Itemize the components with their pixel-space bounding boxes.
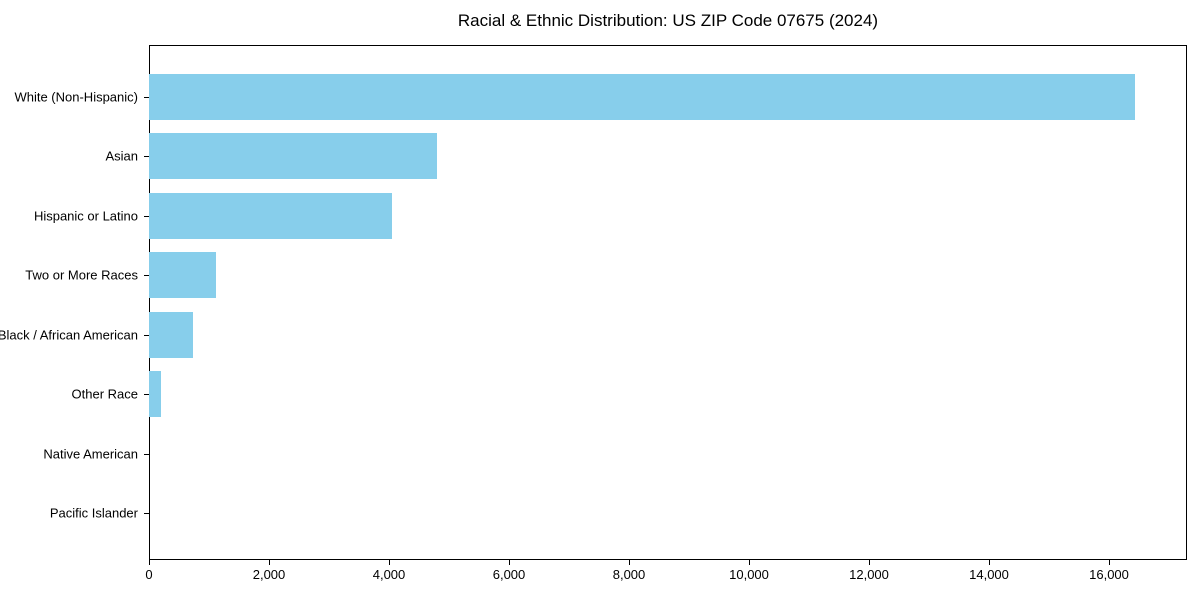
x-tick-mark [629, 560, 630, 565]
x-axis-tick-label: 6,000 [492, 567, 526, 582]
y-tick-mark [144, 97, 149, 98]
y-axis-tick-label: Black / African American [0, 327, 138, 343]
y-tick-mark [144, 156, 149, 158]
x-axis-tick-label: 0 [145, 567, 153, 582]
y-axis-tick-label: Asian [105, 148, 138, 164]
y-axis-tick-label: Other Race [71, 386, 138, 402]
bar [149, 311, 193, 358]
x-axis-tick-label: 8,000 [612, 567, 646, 582]
y-axis-tick-label: Hispanic or Latino [33, 208, 138, 224]
x-tick-mark [749, 560, 750, 565]
y-tick-mark [144, 453, 149, 455]
y-axis-tick-label: Native American [43, 446, 138, 462]
x-tick-mark [1109, 560, 1110, 565]
x-axis-tick-label: 4,000 [372, 567, 406, 582]
y-tick-mark [144, 394, 149, 396]
x-axis-tick-label: 2,000 [252, 567, 286, 582]
y-tick-mark [144, 334, 149, 336]
x-axis-tick-label: 12,000 [849, 567, 889, 582]
bar [149, 252, 216, 299]
y-axis-tick-label: Pacific Islander [49, 505, 138, 521]
x-tick-mark [869, 560, 870, 565]
x-axis-tick-label: 10,000 [729, 567, 769, 582]
y-axis-tick-label: White (Non-Hispanic) [14, 89, 138, 105]
y-axis-tick-label: Two or More Races [25, 267, 138, 283]
chart-title: Racial & Ethnic Distribution: US ZIP Cod… [457, 11, 879, 30]
x-axis-tick-label: 14,000 [969, 567, 1009, 582]
x-tick-mark [149, 560, 150, 565]
bar [149, 133, 437, 180]
x-axis-tick-label: 16,000 [1089, 567, 1129, 582]
x-tick-mark [389, 560, 390, 565]
y-tick-mark [144, 275, 149, 277]
x-tick-mark [269, 560, 270, 565]
plot-area [149, 45, 1187, 560]
y-tick-mark [144, 513, 149, 514]
bar [149, 74, 1135, 120]
bar [149, 371, 161, 418]
bar [149, 192, 392, 239]
y-tick-mark [144, 215, 149, 217]
x-tick-mark [989, 560, 990, 565]
x-tick-mark [509, 560, 510, 565]
